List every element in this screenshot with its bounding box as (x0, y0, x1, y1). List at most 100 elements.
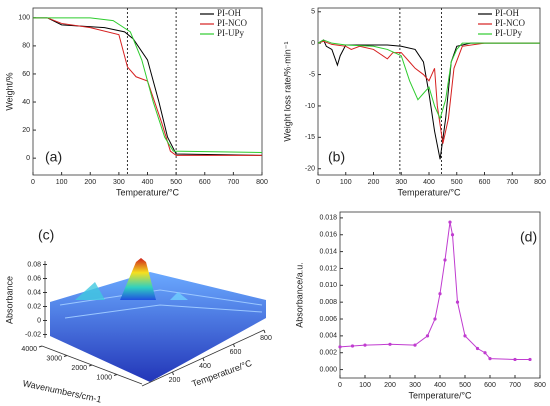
y-tick-label: 0 (26, 155, 30, 162)
x-tick-label: 500 (459, 382, 471, 389)
y-tick-label: 0.004 (319, 333, 337, 340)
x-tick-label: 200 (84, 179, 96, 186)
legend-label: PI-NCO (217, 18, 248, 28)
y-tick-label: 200 (169, 377, 181, 384)
z-tick-label: 0.02 (27, 303, 41, 310)
y-tick-label: -15 (305, 134, 315, 141)
surface-decoration (50, 258, 266, 382)
y-tick-label: 0.012 (319, 265, 337, 272)
point (425, 334, 430, 338)
point (475, 346, 480, 351)
y-tick-label: 400 (199, 363, 211, 370)
point (513, 357, 517, 362)
point (483, 351, 487, 355)
z-tick-label: 0 (37, 317, 41, 324)
x-tick-label: 500 (451, 179, 463, 186)
panel-label: (c) (38, 227, 54, 243)
x-tick-label: 1000 (96, 374, 112, 381)
point (363, 343, 367, 347)
x-tick-label: 0 (338, 382, 342, 389)
point (463, 334, 467, 338)
z-axis-label: Absorbance (4, 276, 14, 324)
legend-label: PI-UPy (495, 28, 523, 38)
y-tick-label: -20 (305, 166, 315, 173)
series-line (317, 40, 540, 144)
y-tick (233, 343, 235, 348)
x-tick-label: 300 (395, 179, 407, 186)
point (448, 220, 452, 224)
point (413, 343, 417, 347)
legend-label: PI-UPy (217, 28, 245, 38)
z-tick-label: 0.08 (27, 261, 41, 268)
y-axis-label: Absorbance/a.u. (294, 262, 304, 328)
point (455, 300, 460, 304)
panel-label: (d) (520, 229, 537, 245)
y-tick-label: 0.014 (319, 248, 337, 255)
panel-label: (a) (45, 149, 62, 165)
x-tick-label: 2000 (71, 365, 87, 372)
x-tick-label: 800 (256, 179, 268, 186)
x-tick-label: 300 (113, 179, 125, 186)
y-tick-label: 0.016 (319, 232, 337, 239)
legend-label: PI-OH (217, 8, 241, 18)
series-line (317, 39, 540, 160)
x-tick-label: 0 (31, 179, 35, 186)
point (528, 357, 532, 362)
z-tick-label: 0.04 (27, 289, 41, 296)
y-axis-label: Weight/% (4, 72, 14, 110)
x-axis-label: Temperature/°C (116, 187, 180, 197)
panel-label: (b) (328, 149, 345, 165)
x-tick-label: 600 (199, 179, 211, 186)
y-tick-label: 600 (230, 349, 242, 356)
x-tick-label: 100 (56, 179, 68, 186)
x-tick (113, 374, 118, 376)
y-tick-label: 0.010 (319, 282, 337, 289)
x-tick-label: 100 (359, 382, 371, 389)
point (388, 342, 392, 346)
point (438, 292, 442, 296)
series-line (33, 17, 263, 154)
x-tick-label: 800 (534, 382, 546, 389)
point (450, 233, 455, 237)
x-tick-label: 200 (384, 382, 396, 389)
y-tick-label: 40 (22, 99, 30, 106)
series-line (317, 39, 540, 120)
x-tick-label: 600 (479, 179, 491, 186)
y-tick-label: 80 (22, 43, 30, 50)
x-tick (63, 355, 68, 357)
point (488, 357, 492, 361)
series-line (33, 17, 262, 156)
x-tick-label: 500 (170, 179, 182, 186)
y-tick-label: 0 (311, 40, 315, 47)
y-tick (172, 371, 174, 376)
x-axis-label: Temperature/°C (397, 187, 461, 197)
x-tick-label: 300 (409, 382, 421, 389)
legend-label: PI-NCO (495, 18, 526, 28)
x-tick-label: 400 (434, 382, 446, 389)
x-tick-label: 400 (423, 179, 435, 186)
y-tick-label: 100 (18, 15, 30, 22)
x-axis-label: Temperature/°C (408, 390, 472, 400)
x-tick-label: 3000 (46, 355, 62, 362)
y-tick-label: 0.002 (319, 350, 337, 357)
y-axis-label: Weight loss rate/%·min⁻¹ (282, 41, 292, 141)
y-tick (202, 357, 205, 362)
x-tick-label: 200 (368, 179, 380, 186)
x-tick-label: 100 (340, 179, 352, 186)
x-tick-label: 4000 (21, 346, 37, 353)
x-tick-label: 400 (142, 179, 154, 186)
x-tick (38, 345, 43, 348)
x-tick-label: 700 (228, 179, 240, 186)
y-tick-label: 800 (260, 335, 272, 342)
x-tick-label: 700 (509, 382, 521, 389)
x-tick (88, 364, 93, 367)
y-tick-label: 20 (22, 127, 30, 134)
y-tick-label: 0.008 (319, 299, 337, 306)
z-tick-label: -0.02 (25, 331, 41, 338)
y-tick (263, 329, 266, 334)
x-axis-label: Wavenumbers/cm-1 (22, 378, 103, 404)
series-line (339, 222, 530, 360)
legend-label: PI-OH (495, 8, 519, 18)
y-tick-label: 0.018 (319, 215, 337, 222)
